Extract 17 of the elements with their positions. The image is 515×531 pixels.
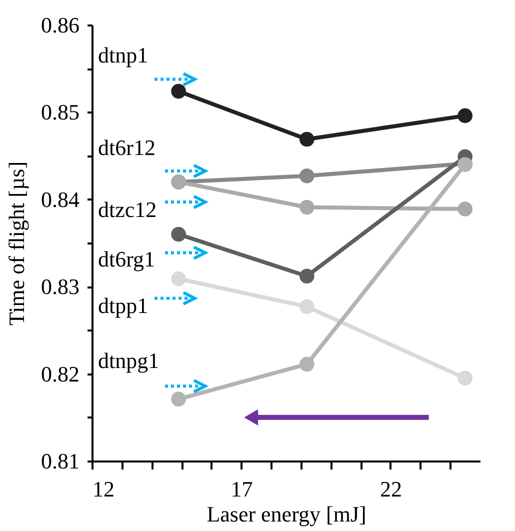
x-tick-label: 22 (380, 476, 402, 502)
x-axis-title: Laser energy [mJ] (206, 502, 366, 526)
y-tick-label: 0.85 (41, 100, 80, 125)
series-label: dtpp1 (98, 292, 148, 318)
y-axis-title: Time of flight [µs] (4, 161, 29, 326)
y-tick-label: 0.86 (41, 12, 80, 38)
x-tick-label: 17 (230, 476, 253, 502)
x-tick-label: 12 (92, 476, 114, 502)
y-tick-label: 0.82 (41, 361, 80, 386)
y-tick-label: 0.81 (41, 448, 80, 474)
series-label: dtnp1 (98, 42, 148, 68)
series-label: dt6rg1 (98, 246, 156, 272)
series-label: dtzc12 (98, 196, 157, 222)
series-label: dtnpg1 (98, 348, 160, 374)
y-tick-label: 0.83 (41, 274, 80, 300)
series-label: dt6r12 (98, 134, 156, 160)
y-tick-label: 0.84 (41, 186, 80, 212)
